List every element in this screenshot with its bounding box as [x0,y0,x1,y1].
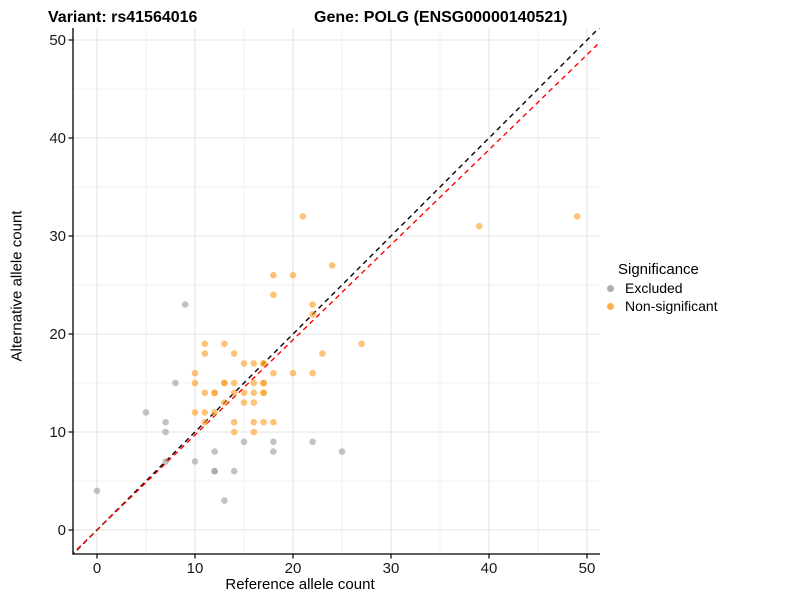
data-point-excluded [162,458,169,465]
data-point-non-significant [260,360,267,367]
data-point-excluded [221,497,228,504]
y-axis-title: Alternative allele count [8,210,26,362]
y-tick-label: 40 [49,130,66,147]
data-point-non-significant [230,389,238,397]
data-point-non-significant [260,418,267,426]
data-point-excluded [240,438,248,446]
data-point-non-significant [221,399,228,406]
data-point-non-significant [230,350,238,357]
y-tick-label: 30 [49,228,66,245]
data-point-excluded [270,438,277,446]
data-point-excluded [191,458,199,465]
y-tick-label: 20 [49,326,66,343]
data-point-non-significant [201,350,209,357]
fit-line [73,41,600,554]
x-tick-label: 0 [93,560,101,577]
x-tick-label: 30 [383,560,400,577]
data-point-non-significant [191,379,199,387]
data-point-non-significant [221,379,228,387]
y-tick-label: 50 [49,32,66,49]
data-point-non-significant [240,360,248,367]
data-point-non-significant [250,399,258,406]
data-point-non-significant [260,389,267,397]
data-point-excluded [181,301,189,308]
data-point-non-significant [230,379,238,387]
data-point-non-significant [240,399,248,406]
data-point-non-significant [319,350,326,357]
legend-item-nonsignificant: Non-significant [604,297,718,315]
data-point-non-significant [309,369,316,377]
data-point-non-significant [328,262,336,269]
data-point-excluded [270,448,277,455]
plot-title-gene: Gene: POLG (ENSG00000140521) [314,9,568,26]
data-point-excluded [211,448,218,455]
data-point-excluded [162,418,169,426]
data-point-non-significant [250,379,258,387]
data-point-non-significant [260,379,267,387]
y-tick-label: 0 [58,522,66,539]
data-point-non-significant [191,409,199,416]
data-point-non-significant [299,213,307,220]
data-point-non-significant [211,389,218,397]
data-point-non-significant [270,369,277,377]
data-point-non-significant [230,428,238,436]
legend-title: Significance [618,261,699,278]
data-point-non-significant [250,389,258,397]
legend: Significance Excluded Non-significant [604,260,718,315]
x-tick-label: 50 [579,560,596,577]
data-point-non-significant [475,222,483,230]
data-point-non-significant [358,340,365,348]
data-point-non-significant [201,340,209,348]
data-point-non-significant [309,311,316,318]
data-point-non-significant [309,301,316,308]
data-point-non-significant [289,271,297,279]
excluded-swatch-icon [607,284,614,292]
data-point-non-significant [289,369,297,377]
data-point-excluded [309,438,316,446]
data-point-non-significant [201,389,209,397]
x-tick-label: 40 [481,560,498,577]
data-point-excluded [230,467,238,475]
data-point-non-significant [270,291,277,299]
data-point-excluded [338,448,346,455]
y-tick-label: 10 [49,424,66,441]
data-point-excluded [162,428,169,436]
x-tick-label: 10 [187,560,204,577]
data-point-excluded [211,467,218,475]
x-axis-title: Reference allele count [225,576,375,593]
data-point-non-significant [240,389,248,397]
data-point-excluded [172,379,179,387]
data-point-non-significant [201,418,209,426]
data-point-non-significant [573,213,581,220]
data-point-excluded [93,487,101,495]
data-point-non-significant [250,418,258,426]
legend-item-excluded: Excluded [604,279,718,297]
data-point-non-significant [211,409,218,416]
data-point-excluded [142,409,150,416]
x-tick-label: 20 [285,560,302,577]
data-point-non-significant [201,409,209,416]
nonsignificant-swatch-icon [607,302,614,310]
data-point-non-significant [250,360,258,367]
plot-title-variant: Variant: rs41564016 [48,9,198,26]
legend-label-excluded: Excluded [625,280,683,296]
data-point-non-significant [250,428,258,436]
data-point-non-significant [230,418,238,426]
data-point-non-significant [270,271,277,279]
data-point-non-significant [191,369,199,377]
identity-line [73,28,600,554]
data-point-non-significant [221,340,228,348]
data-point-non-significant [270,418,277,426]
legend-label-nonsignificant: Non-significant [625,298,718,314]
